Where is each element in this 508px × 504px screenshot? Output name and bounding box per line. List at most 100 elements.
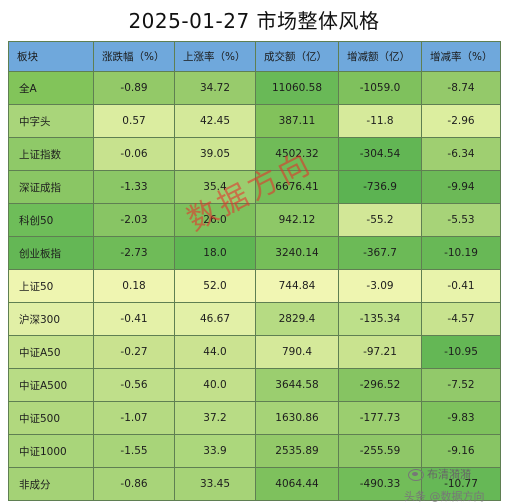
- turnover-change: -135.34: [338, 302, 422, 336]
- advance-ratio: 34.72: [174, 71, 256, 105]
- sector-name: 上证指数: [8, 137, 94, 171]
- turnover-change-pct: -10.77: [421, 467, 501, 501]
- sector-name: 科创50: [8, 203, 94, 237]
- header-sector: 板块: [8, 41, 94, 72]
- table-row: 非成分 -0.86 33.45 4064.44 -490.33 -10.77: [8, 467, 501, 501]
- table-row: 中证A500 -0.56 40.0 3644.58 -296.52 -7.52: [8, 368, 501, 402]
- page-title: 2025-01-27 市场整体风格: [128, 9, 380, 33]
- table-row: 深证成指 -1.33 35.4 6676.41 -736.9 -9.94: [8, 170, 501, 204]
- advance-ratio: 35.4: [174, 170, 256, 204]
- turnover: 790.4: [255, 335, 339, 369]
- table-row: 科创50 -2.03 26.0 942.12 -55.2 -5.53: [8, 203, 501, 237]
- turnover-change: -296.52: [338, 368, 422, 402]
- change-pct: -1.33: [93, 170, 175, 204]
- brand-logo-icon: [408, 469, 424, 481]
- turnover: 4064.44: [255, 467, 339, 501]
- change-pct: -2.03: [93, 203, 175, 237]
- turnover-change-pct: -5.53: [421, 203, 501, 237]
- change-pct: -1.55: [93, 434, 175, 468]
- turnover-change-pct: -9.83: [421, 401, 501, 435]
- brand-badge: 布清漪漪: [408, 466, 471, 482]
- source-credit: 头条 @数据方向: [404, 490, 485, 503]
- turnover: 942.12: [255, 203, 339, 237]
- header-change-pct: 涨跌幅（%）: [93, 41, 175, 72]
- change-pct: -0.86: [93, 467, 175, 501]
- turnover-change: -55.2: [338, 203, 422, 237]
- table-row: 上证指数 -0.06 39.05 4502.32 -304.54 -6.34: [8, 137, 501, 171]
- turnover-change: -1059.0: [338, 71, 422, 105]
- advance-ratio: 37.2: [174, 401, 256, 435]
- table-row: 创业板指 -2.73 18.0 3240.14 -367.7 -10.19: [8, 236, 501, 270]
- turnover-change: -11.8: [338, 104, 422, 138]
- advance-ratio: 26.0: [174, 203, 256, 237]
- sector-name: 深证成指: [8, 170, 94, 204]
- advance-ratio: 40.0: [174, 368, 256, 402]
- change-pct: 0.18: [93, 269, 175, 303]
- table-row: 全A -0.89 34.72 11060.58 -1059.0 -8.74: [8, 71, 501, 105]
- table-row: 中证1000 -1.55 33.9 2535.89 -255.59 -9.16: [8, 434, 501, 468]
- turnover-change: -177.73: [338, 401, 422, 435]
- table-header-row: 板块 涨跌幅（%） 上涨率（%） 成交额（亿） 增减额（亿） 增减率（%）: [8, 41, 501, 72]
- turnover-change-pct: -9.94: [421, 170, 501, 204]
- turnover: 387.11: [255, 104, 339, 138]
- turnover-change: -304.54: [338, 137, 422, 171]
- sector-name: 创业板指: [8, 236, 94, 270]
- turnover-change: -255.59: [338, 434, 422, 468]
- turnover-change: -97.21: [338, 335, 422, 369]
- sector-name: 中证500: [8, 401, 94, 435]
- advance-ratio: 33.45: [174, 467, 256, 501]
- turnover-change-pct: -9.16: [421, 434, 501, 468]
- turnover: 3644.58: [255, 368, 339, 402]
- turnover: 4502.32: [255, 137, 339, 171]
- change-pct: -0.89: [93, 71, 175, 105]
- sector-name: 全A: [8, 71, 94, 105]
- turnover: 2535.89: [255, 434, 339, 468]
- sector-name: 中证1000: [8, 434, 94, 468]
- turnover: 11060.58: [255, 71, 339, 105]
- advance-ratio: 44.0: [174, 335, 256, 369]
- sector-name: 中证A500: [8, 368, 94, 402]
- change-pct: -0.06: [93, 137, 175, 171]
- turnover-change: -3.09: [338, 269, 422, 303]
- advance-ratio: 52.0: [174, 269, 256, 303]
- advance-ratio: 42.45: [174, 104, 256, 138]
- change-pct: 0.57: [93, 104, 175, 138]
- sector-name: 沪深300: [8, 302, 94, 336]
- turnover: 3240.14: [255, 236, 339, 270]
- turnover-change-pct: -0.41: [421, 269, 501, 303]
- market-style-table: 板块 涨跌幅（%） 上涨率（%） 成交额（亿） 增减额（亿） 增减率（%） 全A…: [8, 41, 501, 501]
- turnover-change-pct: -6.34: [421, 137, 501, 171]
- advance-ratio: 46.67: [174, 302, 256, 336]
- sector-name: 非成分: [8, 467, 94, 501]
- change-pct: -0.27: [93, 335, 175, 369]
- table-row: 上证50 0.18 52.0 744.84 -3.09 -0.41: [8, 269, 501, 303]
- turnover-change: -490.33: [338, 467, 422, 501]
- advance-ratio: 33.9: [174, 434, 256, 468]
- turnover-change-pct: -10.95: [421, 335, 501, 369]
- table-row: 沪深300 -0.41 46.67 2829.4 -135.34 -4.57: [8, 302, 501, 336]
- turnover: 2829.4: [255, 302, 339, 336]
- table-row: 中证A50 -0.27 44.0 790.4 -97.21 -10.95: [8, 335, 501, 369]
- sector-name: 中字头: [8, 104, 94, 138]
- turnover-change-pct: -10.19: [421, 236, 501, 270]
- header-advance-ratio: 上涨率（%）: [174, 41, 256, 72]
- turnover-change-pct: -7.52: [421, 368, 501, 402]
- change-pct: -1.07: [93, 401, 175, 435]
- advance-ratio: 39.05: [174, 137, 256, 171]
- turnover-change-pct: -8.74: [421, 71, 501, 105]
- turnover-change-pct: -4.57: [421, 302, 501, 336]
- brand-name: 布清漪漪: [427, 468, 471, 481]
- header-turnover-change: 增减额（亿）: [338, 41, 422, 72]
- turnover: 1630.86: [255, 401, 339, 435]
- sector-name: 中证A50: [8, 335, 94, 369]
- change-pct: -0.41: [93, 302, 175, 336]
- header-turnover-change-pct: 增减率（%）: [421, 41, 501, 72]
- header-turnover: 成交额（亿）: [255, 41, 339, 72]
- turnover: 744.84: [255, 269, 339, 303]
- turnover-change: -367.7: [338, 236, 422, 270]
- advance-ratio: 18.0: [174, 236, 256, 270]
- table-row: 中证500 -1.07 37.2 1630.86 -177.73 -9.83: [8, 401, 501, 435]
- sector-name: 上证50: [8, 269, 94, 303]
- change-pct: -2.73: [93, 236, 175, 270]
- table-row: 中字头 0.57 42.45 387.11 -11.8 -2.96: [8, 104, 501, 138]
